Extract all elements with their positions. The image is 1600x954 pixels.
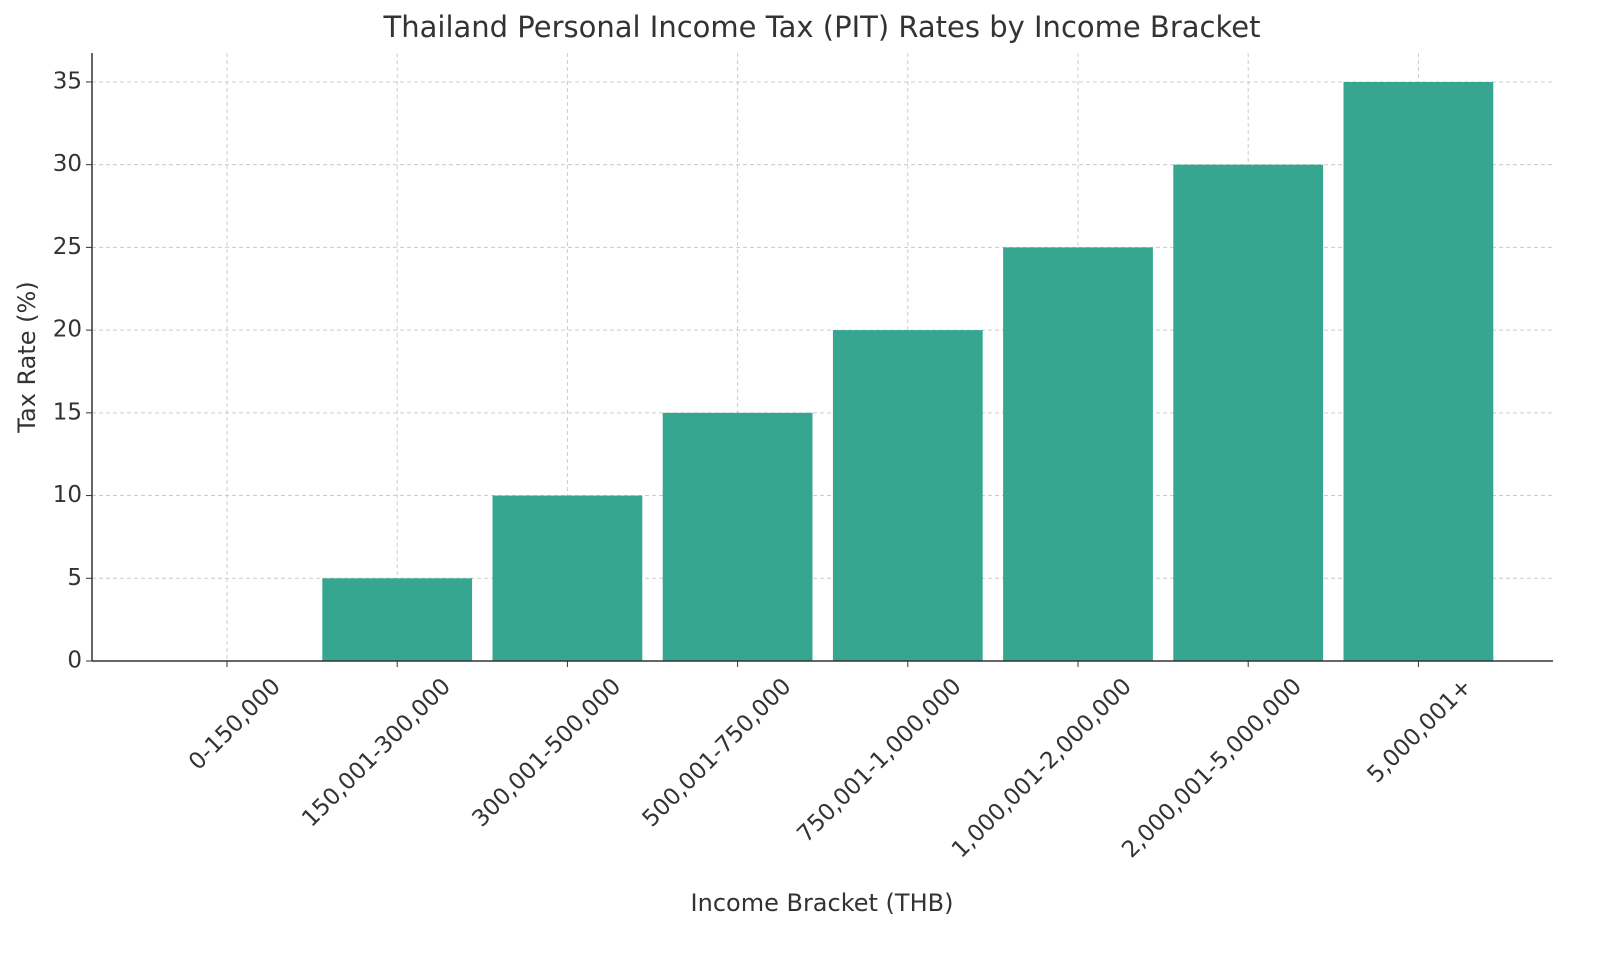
y-tick-label: 10 xyxy=(53,482,82,508)
bar xyxy=(662,412,813,661)
y-tick-label: 35 xyxy=(53,68,82,94)
y-axis-label: Tax Rate (%) xyxy=(13,281,41,433)
bar xyxy=(492,495,643,661)
bar xyxy=(832,330,983,661)
y-tick-label: 0 xyxy=(67,648,82,674)
x-tick-label: 5,000,001+ xyxy=(1362,673,1477,788)
x-tick-label: 750,001-1,000,000 xyxy=(792,673,966,847)
x-axis-label: Income Bracket (THB) xyxy=(691,889,954,917)
x-tick-label: 300,001-500,000 xyxy=(467,673,626,832)
y-tick-label: 30 xyxy=(53,151,82,177)
y-tick-label: 5 xyxy=(67,565,82,591)
y-tick-label: 25 xyxy=(53,234,82,260)
bar xyxy=(1173,164,1324,661)
bar xyxy=(322,578,473,661)
bar xyxy=(1343,81,1494,661)
chart-title: Thailand Personal Income Tax (PIT) Rates… xyxy=(383,10,1261,44)
x-tick-label: 1,000,001-2,000,000 xyxy=(947,673,1137,863)
x-tick-label: 2,000,001-5,000,000 xyxy=(1117,673,1307,863)
y-tick-label: 15 xyxy=(53,399,82,425)
x-tick-label: 0-150,000 xyxy=(184,673,286,775)
y-tick-label: 20 xyxy=(53,317,82,343)
x-tick-label: 150,001-300,000 xyxy=(297,673,456,832)
bar xyxy=(1003,247,1153,661)
x-tick-label: 500,001-750,000 xyxy=(638,673,797,832)
